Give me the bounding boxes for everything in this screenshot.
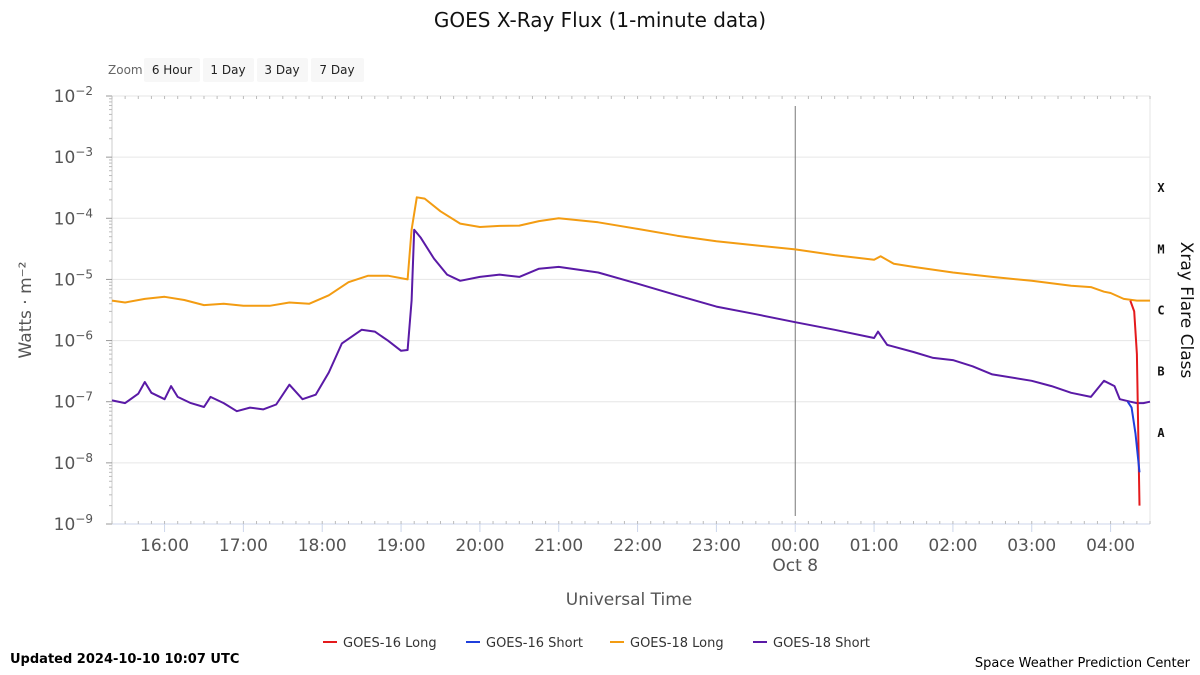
legend-item-goes-16-short[interactable]: GOES-16 Short <box>466 636 583 651</box>
y-tick-label: 10−6 <box>54 329 93 352</box>
zoom-3-day-button[interactable]: 3 Day <box>257 58 308 82</box>
chart-title: GOES X-Ray Flux (1-minute data) <box>434 8 766 32</box>
legend-label: GOES-18 Short <box>773 636 870 651</box>
plot-area <box>111 96 1151 525</box>
y-tick-label: 10−8 <box>54 451 93 474</box>
y-axis: 10−2 10−3 10−4 10−5 10−6 10−7 10−8 10−9 <box>54 84 112 535</box>
svg-text:6 Hour: 6 Hour <box>152 63 192 77</box>
flare-class-label: M <box>1157 242 1164 256</box>
legend-label: GOES-16 Short <box>486 636 583 651</box>
flare-class-label: A <box>1157 426 1165 440</box>
grid <box>112 95 1150 525</box>
x-tick-label: 04:00 <box>1086 536 1135 556</box>
y-tick-label: 10−3 <box>54 145 93 168</box>
x-tick-label: 23:00 <box>692 536 741 556</box>
y-tick-label: 10−4 <box>54 206 93 229</box>
flare-class-axis: X M C B A <box>1157 181 1165 440</box>
zoom-7-day-button[interactable]: 7 Day <box>311 58 364 82</box>
series-line-goes-16-long <box>1129 300 1141 506</box>
x-tick-label: 19:00 <box>377 536 426 556</box>
x-tick-label: 00:00 <box>771 536 820 556</box>
svg-text:1 Day: 1 Day <box>210 63 245 77</box>
x-tick-label: 01:00 <box>850 536 899 556</box>
series-line-goes-16-short <box>1126 401 1141 473</box>
x-tick-label: 03:00 <box>1007 536 1056 556</box>
legend-label: GOES-16 Long <box>343 636 437 651</box>
y-axis-title: Watts · m⁻² <box>16 262 36 359</box>
credit-text: Space Weather Prediction Center <box>974 656 1190 671</box>
x-tick-label: 16:00 <box>140 536 189 556</box>
legend-item-goes-18-short[interactable]: GOES-18 Short <box>753 636 870 651</box>
updated-timestamp: Updated 2024-10-10 10:07 UTC <box>10 652 240 667</box>
y-tick-label: 10−2 <box>54 84 93 107</box>
flare-class-label: X <box>1157 181 1165 195</box>
y-tick-label: 10−5 <box>54 267 93 290</box>
legend-label: GOES-18 Long <box>630 636 724 651</box>
x-axis: 16:00 17:00 18:00 19:00 20:00 21:00 22:00 23:00… <box>111 96 1151 576</box>
zoom-controls: Zoom 6 Hour 1 Day 3 Day 7 Day <box>108 58 364 82</box>
x-axis-title: Universal Time <box>566 590 692 610</box>
x-tick-label: 20:00 <box>455 536 504 556</box>
flare-axis-title: Xray Flare Class <box>1176 242 1196 379</box>
legend: GOES-16 Long GOES-16 Short GOES-18 Long GOE… <box>323 636 870 651</box>
series-line-goes-18-long <box>111 196 1150 307</box>
series-lines <box>111 196 1151 506</box>
y-tick-label: 10−9 <box>54 512 93 535</box>
x-date-label: Oct 8 <box>772 556 818 576</box>
flare-class-label: B <box>1157 365 1164 379</box>
legend-item-goes-16-long[interactable]: GOES-16 Long <box>323 636 437 651</box>
series-line-goes-18-short <box>111 228 1151 413</box>
x-tick-label: 17:00 <box>219 536 268 556</box>
x-tick-label: 21:00 <box>534 536 583 556</box>
legend-item-goes-18-long[interactable]: GOES-18 Long <box>610 636 724 651</box>
svg-text:3 Day: 3 Day <box>264 63 299 77</box>
flare-class-label: C <box>1157 304 1164 318</box>
y-tick-label: 10−7 <box>54 390 93 413</box>
svg-text:7 Day: 7 Day <box>319 63 354 77</box>
zoom-1-day-button[interactable]: 1 Day <box>203 58 254 82</box>
x-tick-label: 02:00 <box>928 536 977 556</box>
x-tick-label: 18:00 <box>298 536 347 556</box>
zoom-6-hour-button[interactable]: 6 Hour <box>144 58 200 82</box>
x-tick-label: 22:00 <box>613 536 662 556</box>
zoom-label: Zoom <box>108 63 143 77</box>
